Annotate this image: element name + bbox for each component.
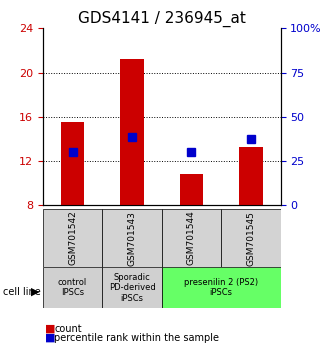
- Text: Sporadic
PD-derived
iPSCs: Sporadic PD-derived iPSCs: [109, 273, 155, 303]
- Bar: [43, 267, 102, 308]
- Text: ■: ■: [45, 333, 55, 343]
- Text: cell line: cell line: [3, 287, 41, 297]
- Text: control
IPSCs: control IPSCs: [58, 278, 87, 297]
- Text: GSM701545: GSM701545: [246, 211, 255, 266]
- Bar: [162, 209, 221, 267]
- Bar: [43, 209, 102, 267]
- Bar: [102, 209, 162, 267]
- Text: GSM701544: GSM701544: [187, 211, 196, 266]
- Text: GSM701543: GSM701543: [127, 211, 137, 266]
- Text: count: count: [54, 324, 82, 333]
- Title: GDS4141 / 236945_at: GDS4141 / 236945_at: [78, 11, 246, 27]
- Bar: [120, 59, 144, 205]
- Bar: [162, 267, 280, 308]
- Bar: [102, 267, 162, 308]
- Text: GSM701542: GSM701542: [68, 211, 77, 266]
- Bar: [180, 175, 203, 205]
- Bar: [221, 209, 280, 267]
- Bar: [61, 122, 84, 205]
- Bar: [239, 147, 263, 205]
- Text: ■: ■: [45, 324, 55, 333]
- Text: percentile rank within the sample: percentile rank within the sample: [54, 333, 219, 343]
- Text: ▶: ▶: [31, 287, 40, 297]
- Text: presenilin 2 (PS2)
iPSCs: presenilin 2 (PS2) iPSCs: [184, 278, 258, 297]
